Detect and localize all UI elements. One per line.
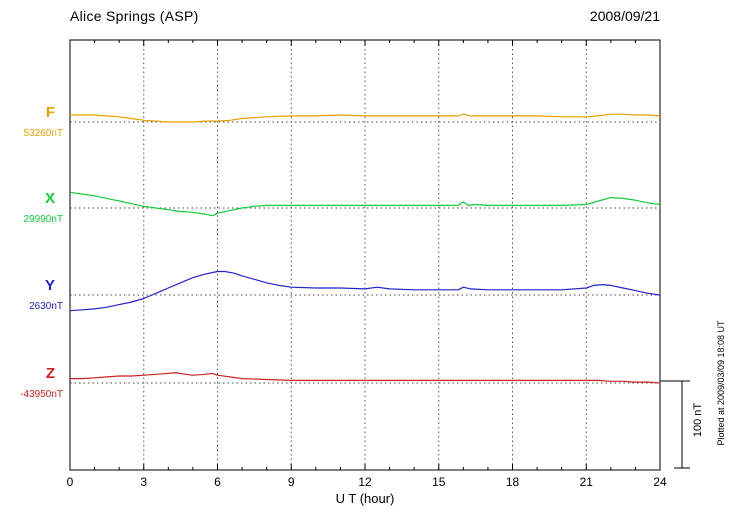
x-tick-label: 0 bbox=[66, 475, 74, 489]
trace-Y bbox=[69, 270, 661, 312]
baseline-value-y: 2630nT bbox=[29, 301, 63, 312]
x-tick-label: 6 bbox=[214, 475, 221, 489]
x-tick-label: 3 bbox=[140, 475, 148, 489]
x-tick-label: 18 bbox=[505, 475, 520, 489]
trace-X bbox=[69, 191, 661, 217]
station-title: Alice Springs (ASP) bbox=[70, 8, 199, 24]
x-tick-label: 21 bbox=[579, 475, 593, 489]
date-label: 2008/09/21 bbox=[589, 8, 660, 24]
baseline-value-z: -43950nT bbox=[20, 389, 63, 400]
x-tick-label: 12 bbox=[358, 475, 372, 489]
trace-Z bbox=[70, 372, 661, 384]
x-tick-label: 24 bbox=[653, 475, 667, 489]
x-axis-label: U T (hour) bbox=[335, 491, 395, 506]
scale-bar-label: 100 nT bbox=[692, 402, 704, 438]
plotted-at-note: Plotted at 2009/03/09 18:08 UT bbox=[716, 320, 726, 446]
baseline-value-f: 53260nT bbox=[23, 128, 63, 139]
trace-F bbox=[70, 113, 661, 123]
x-tick-label: 9 bbox=[287, 475, 295, 489]
component-label-x: X bbox=[44, 190, 55, 207]
component-label-z: Z bbox=[45, 365, 55, 382]
x-tick-label: 15 bbox=[432, 475, 446, 489]
baseline-value-x: 29990nT bbox=[23, 214, 63, 225]
plot-border bbox=[69, 39, 661, 471]
component-label-y: Y bbox=[44, 277, 55, 294]
component-label-f: F bbox=[45, 104, 55, 121]
